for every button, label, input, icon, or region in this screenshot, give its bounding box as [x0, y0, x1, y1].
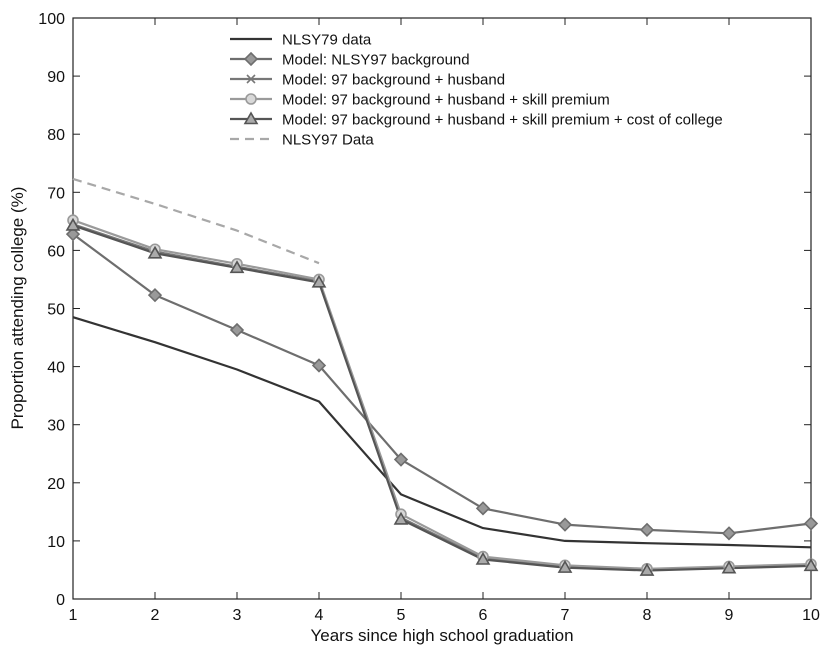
x-tick-label: 3: [233, 607, 242, 624]
x-tick-label: 10: [802, 607, 820, 624]
x-tick-label: 6: [479, 607, 488, 624]
series-line-6: [72, 177, 320, 265]
data-point-series-5: [639, 562, 655, 576]
data-point-series-2: [557, 517, 573, 532]
data-point-series-5: [311, 274, 327, 288]
x-tick-label: 8: [643, 607, 652, 624]
plot-area: 1 2 3 4 5 6 7 8 9 10 0 10 20 30 40 50 60 70 80 90 100: [38, 11, 820, 624]
y-tick-label: 60: [47, 243, 65, 260]
y-tick-label: 100: [38, 11, 65, 28]
legend-marker-5: [243, 111, 259, 125]
y-axis-ticks: 0 10 20 30 40 50 60 70 80 90 100: [38, 11, 811, 609]
x-tick-label: 2: [151, 607, 160, 624]
data-point-series-5: [147, 245, 163, 259]
x-axis-ticks: 1 2 3 4 5 6 7 8 9 10: [69, 18, 820, 624]
data-point-series-2: [721, 526, 737, 541]
data-point-series-2: [803, 516, 819, 531]
legend-label-1: NLSY79 data: [282, 32, 372, 49]
series-line-3: [72, 223, 812, 572]
data-point-series-5: [803, 558, 819, 572]
data-point-series-2: [475, 501, 491, 516]
legend-marker-3: [246, 74, 256, 84]
data-point-series-2: [311, 358, 327, 373]
data-point-series-2: [393, 452, 409, 467]
x-tick-label: 5: [397, 607, 406, 624]
y-axis-label: Proportion attending college (%): [8, 187, 27, 430]
y-tick-label: 10: [47, 534, 65, 551]
legend-label-4: Model: 97 background + husband + skill p…: [282, 92, 610, 109]
series-line-2: [72, 233, 812, 535]
series-line-4: [72, 219, 812, 570]
data-point-series-5: [393, 511, 409, 525]
y-tick-label: 50: [47, 302, 65, 319]
y-tick-label: 20: [47, 476, 65, 493]
series-line-5: [72, 224, 812, 572]
y-tick-label: 40: [47, 360, 65, 377]
legend-label-3: Model: 97 background + husband: [282, 72, 505, 89]
data-point-series-2: [639, 522, 655, 537]
legend-marker-4: [245, 93, 257, 105]
legend-label-5: Model: 97 background + husband + skill p…: [282, 112, 723, 129]
legend-marker-2: [243, 51, 259, 67]
y-tick-label: 90: [47, 69, 65, 86]
data-point-series-5: [557, 560, 573, 573]
legend-label-2: Model: NLSY97 background: [282, 52, 470, 69]
y-tick-label: 0: [56, 592, 65, 609]
y-tick-label: 70: [47, 185, 65, 202]
x-tick-label: 1: [69, 607, 78, 624]
data-point-series-5: [65, 217, 81, 231]
series-markers: [65, 214, 819, 576]
series-lines: [72, 177, 812, 572]
data-point-series-5: [721, 560, 737, 574]
y-tick-label: 80: [47, 127, 65, 144]
legend: NLSY79 data Model: NLSY97 background Model…: [230, 32, 723, 149]
data-point-series-2: [229, 322, 245, 338]
data-point-series-5: [229, 260, 245, 274]
x-tick-label: 9: [725, 607, 734, 624]
x-axis-label: Years since high school graduation: [310, 626, 573, 645]
data-point-series-2: [147, 288, 163, 303]
x-tick-label: 4: [315, 607, 324, 624]
series-line-1: [72, 316, 812, 549]
data-point-series-5: [475, 551, 491, 565]
x-tick-label: 7: [561, 607, 570, 624]
y-tick-label: 30: [47, 418, 65, 435]
data-point-series-2: [65, 227, 81, 242]
legend-label-6: NLSY97 Data: [282, 132, 374, 149]
